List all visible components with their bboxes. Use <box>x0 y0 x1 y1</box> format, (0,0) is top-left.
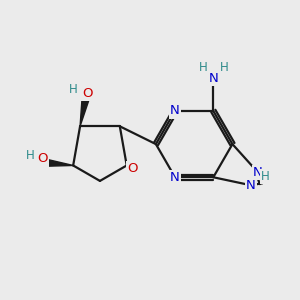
Text: O: O <box>82 87 93 100</box>
Text: N: N <box>246 179 256 192</box>
Text: N: N <box>170 104 180 118</box>
Polygon shape <box>80 96 90 126</box>
Text: H: H <box>261 170 270 183</box>
Text: O: O <box>127 163 137 176</box>
Text: H: H <box>220 61 229 74</box>
Text: H: H <box>69 83 78 96</box>
Text: N: N <box>170 171 180 184</box>
Text: N: N <box>208 72 218 85</box>
Text: O: O <box>37 152 47 166</box>
Text: H: H <box>199 61 207 74</box>
Polygon shape <box>43 159 73 166</box>
Text: H: H <box>26 149 35 162</box>
Text: N: N <box>253 166 263 179</box>
